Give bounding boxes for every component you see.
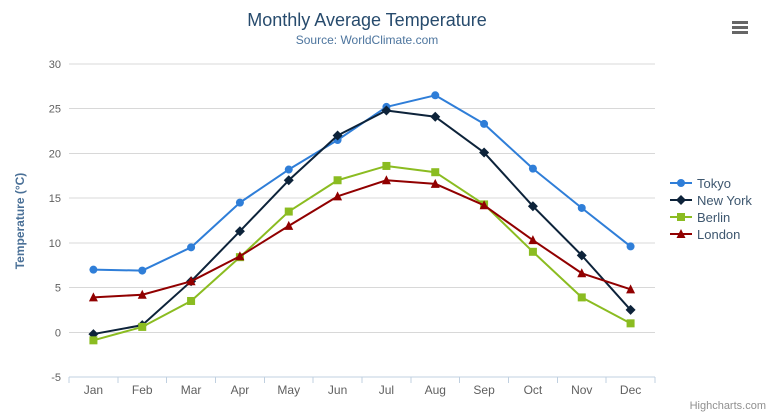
y-axis-title: Temperature (°C) [13,173,27,270]
hamburger-icon [732,21,748,24]
circle-marker-icon [677,179,685,187]
y-axis-tick-label: 5 [55,283,61,295]
y-axis-tick-label: -5 [51,372,61,384]
triangle-marker-icon[interactable] [479,200,489,210]
y-axis-tick-label: 20 [49,148,61,160]
series-line [92,164,632,342]
x-axis-tick-label: Feb [132,383,153,397]
x-axis-tick-label: Oct [524,383,543,397]
series-line [92,179,632,299]
triangle-marker-icon[interactable] [88,292,98,302]
circle-marker-icon[interactable] [235,198,244,207]
x-axis-tick-label: Jan [84,383,103,397]
triangle-marker-icon[interactable] [235,251,245,261]
x-axis-tick-label: Aug [425,383,446,397]
legend-item-new-york[interactable]: New York [670,192,752,208]
hamburger-icon [732,26,748,29]
x-axis-tick-label: Jun [328,383,347,397]
chart-subtitle: Source: WorldClimate.com [295,33,439,47]
legend-item-label: Tokyo [697,175,731,191]
y-axis-tick-label: 0 [55,327,61,339]
diamond-legend-marker-icon [670,195,692,205]
triangle-marker-icon[interactable] [430,178,440,188]
diamond-marker-icon[interactable] [381,105,392,116]
series-line [92,109,632,336]
diamond-marker-icon[interactable] [430,111,441,122]
square-marker-icon[interactable] [333,176,342,185]
y-axis-tick-label: 30 [49,59,61,71]
triangle-marker-icon[interactable] [577,268,587,278]
circle-marker-icon[interactable] [284,165,293,174]
context-menu-button[interactable] [732,21,748,34]
legend-item-label: London [697,226,741,242]
diamond-marker-icon[interactable] [527,201,538,212]
x-axis-tick-label: Jul [379,383,394,397]
square-legend-marker-icon [670,213,692,221]
series-tokyo[interactable] [89,91,635,275]
triangle-marker-icon[interactable] [528,235,538,245]
hamburger-icon [732,31,748,34]
diamond-marker-icon[interactable] [479,147,490,158]
legend: Tokyo New York Berlin London [670,175,752,242]
square-marker-icon[interactable] [187,296,196,305]
triangle-marker-icon[interactable] [626,284,636,294]
triangle-marker-icon[interactable] [333,191,343,201]
square-marker-icon[interactable] [577,293,586,302]
circle-marker-icon[interactable] [431,91,440,100]
y-axis-tick-label: 10 [49,238,61,250]
credits-link[interactable]: Highcharts.com [689,400,766,412]
series-line [92,94,632,272]
y-axis-tick-label: 15 [49,193,61,205]
legend-item-berlin[interactable]: Berlin [670,209,752,225]
x-axis-tick-label: Dec [620,383,641,397]
triangle-marker-icon[interactable] [137,289,147,299]
triangle-marker-icon[interactable] [284,220,294,230]
circle-marker-icon[interactable] [528,164,537,173]
x-axis-tick-label: Mar [181,383,202,397]
chart-title: Monthly Average Temperature [247,10,487,30]
x-axis-tick-label: Nov [571,383,592,397]
x-axis-tick-label: Sep [473,383,495,397]
triangle-marker-icon [676,229,686,238]
square-marker-icon[interactable] [431,168,440,177]
triangle-marker-icon[interactable] [186,276,196,286]
legend-item-tokyo[interactable]: Tokyo [670,175,752,191]
square-marker-icon[interactable] [528,247,537,256]
square-marker-icon[interactable] [284,207,293,216]
circle-marker-icon[interactable] [626,242,635,251]
diamond-marker-icon[interactable] [576,250,587,261]
circle-marker-icon[interactable] [187,243,196,252]
circle-marker-icon[interactable] [577,203,586,212]
series-new-york[interactable] [88,105,636,340]
diamond-marker-icon[interactable] [283,175,294,186]
x-axis-tick-label: May [277,383,300,397]
legend-item-label: Berlin [697,209,731,225]
circle-marker-icon[interactable] [480,119,489,128]
triangle-legend-marker-icon [670,229,692,238]
diamond-marker-icon[interactable] [332,130,343,141]
legend-item-label: New York [697,192,752,208]
diamond-marker-icon[interactable] [625,304,636,315]
square-marker-icon [677,213,685,221]
square-marker-icon[interactable] [626,319,635,328]
legend-item-london[interactable]: London [670,226,752,242]
circle-legend-marker-icon [670,179,692,187]
square-marker-icon[interactable] [138,322,147,331]
circle-marker-icon[interactable] [138,266,147,275]
square-marker-icon[interactable] [89,336,98,345]
square-marker-icon[interactable] [382,161,391,170]
diamond-marker-icon [676,195,686,205]
y-axis-tick-label: 25 [49,104,61,116]
circle-marker-icon[interactable] [89,265,98,274]
series-london[interactable] [88,175,636,302]
diamond-marker-icon[interactable] [234,226,245,237]
x-axis-tick-label: Apr [231,383,250,397]
triangle-marker-icon[interactable] [381,175,391,185]
